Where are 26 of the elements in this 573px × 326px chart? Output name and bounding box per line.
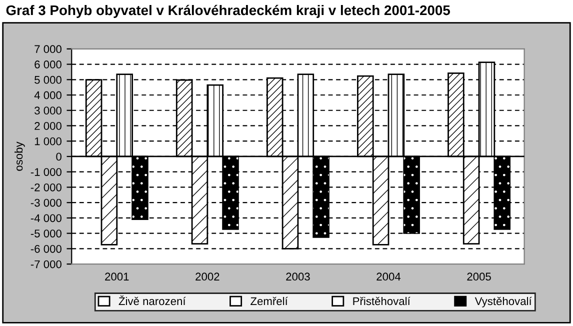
- legend-label: Přistěhovalí: [353, 296, 410, 306]
- y-tick-label: 0: [56, 152, 62, 161]
- y-tick-label: -4 000: [30, 214, 62, 222]
- legend-label: Zemřelí: [250, 296, 288, 306]
- y-tick-label: -2 000: [30, 183, 62, 192]
- x-tick-label: 2003: [286, 272, 310, 281]
- y-tick-label: -3 000: [30, 198, 62, 207]
- chart-title: Graf 3 Pohyb obyvatel v Královéhradeckém kraji v letech 2001-2005: [6, 4, 450, 18]
- legend-label: Živě narození: [118, 295, 186, 306]
- legend-label: Vystěhovalí: [474, 296, 532, 308]
- y-tick-label: -1 000: [30, 168, 62, 176]
- x-tick-label: 2005: [467, 272, 491, 281]
- y-tick-label: -6 000: [30, 244, 62, 253]
- y-tick-label: -7 000: [30, 260, 62, 268]
- y-tick-label: -5 000: [30, 230, 62, 238]
- y-tick-label: 7 000: [34, 45, 62, 54]
- y-tick-label: 3 000: [34, 106, 62, 115]
- x-tick-label: 2001: [105, 272, 129, 281]
- x-tick-label: 2004: [376, 272, 401, 281]
- x-tick-label: 2002: [196, 272, 220, 281]
- y-tick-label: 5 000: [34, 76, 62, 84]
- y-tick-label: 1 000: [34, 137, 62, 146]
- y-tick-label: 2 000: [34, 122, 62, 130]
- y-axis-title: osoby: [14, 142, 25, 171]
- y-tick-label: 4 000: [34, 91, 62, 100]
- y-tick-label: 6 000: [34, 60, 62, 68]
